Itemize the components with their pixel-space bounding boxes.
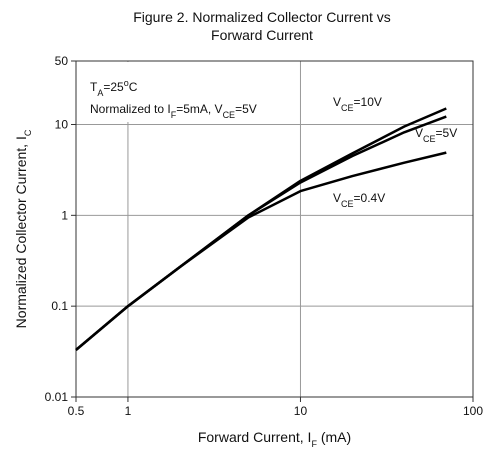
y-axis-label-part: C [23, 129, 33, 136]
annotation-part: A [97, 88, 103, 98]
annotation-part: CE [223, 110, 236, 120]
annotation-box [77, 62, 297, 122]
x-axis-label-part: F [311, 439, 317, 449]
series-label: VCE=0.4V [333, 191, 385, 209]
y-axis-label-part: Normalized Collector Current, I [13, 136, 29, 328]
x-axis-label: Forward Current, IF (mA) [198, 429, 351, 449]
series-line [75, 115, 447, 351]
series-label-part: V [333, 95, 341, 109]
annotation-part: =5V [235, 102, 257, 116]
annotation: TA=25oC [90, 78, 138, 98]
series-label-part: V [333, 191, 341, 205]
y-axis-label: Normalized Collector Current, IC [13, 129, 33, 328]
y-tick-label: 0.01 [45, 390, 69, 404]
series-label-part: =10V [354, 95, 382, 109]
series-line [75, 107, 447, 351]
annotation-part: C [129, 80, 138, 94]
series-label-part: CE [423, 134, 436, 144]
y-tick-label: 50 [55, 54, 69, 68]
series-label-part: CE [341, 199, 354, 209]
chart-title: Figure 2. Normalized Collector Current v… [133, 9, 391, 25]
series-line [75, 151, 447, 351]
series-label: VCE=10V [333, 95, 382, 113]
annotation-part: =25 [103, 80, 124, 94]
annotation-part: o [124, 78, 129, 88]
series-label-part: =5V [436, 126, 458, 140]
series-label-part: V [415, 126, 423, 140]
x-tick-label: 0.5 [68, 404, 85, 418]
annotation-part: Normalized to I [90, 102, 171, 116]
x-axis-label-part: Forward Current, I [198, 429, 312, 445]
x-tick-label: 10 [294, 404, 308, 418]
chart-title: Forward Current [211, 27, 313, 43]
series-label: VCE=5V [415, 126, 457, 144]
x-tick-label: 1 [125, 404, 132, 418]
series-label-part: CE [341, 103, 354, 113]
y-tick-label: 0.1 [51, 299, 68, 313]
annotation-part: T [90, 80, 98, 94]
x-tick-label: 100 [463, 404, 483, 418]
annotation: Normalized to IF=5mA, VCE=5V [90, 102, 257, 120]
y-tick-label: 10 [55, 117, 69, 131]
series-label-part: =0.4V [354, 191, 386, 205]
plot-frame [75, 60, 474, 398]
y-tick-label: 1 [61, 208, 68, 222]
annotation-part: F [171, 110, 177, 120]
x-axis-label-part: (mA) [317, 429, 351, 445]
annotation-part: =5mA, V [176, 102, 222, 116]
